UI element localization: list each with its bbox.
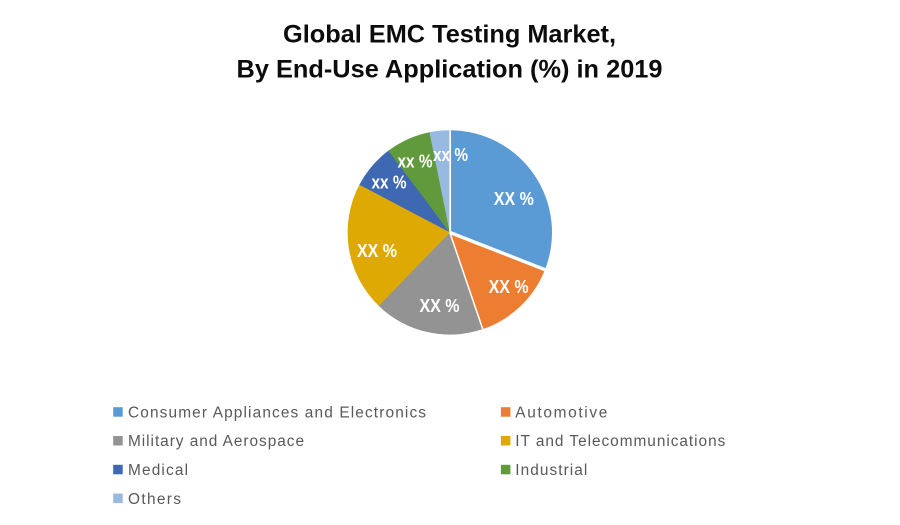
- svg-text:XX %: XX %: [420, 295, 460, 316]
- svg-text:xx %: xx %: [433, 144, 468, 165]
- svg-text:XX %: XX %: [489, 276, 529, 297]
- svg-text:xx %: xx %: [372, 172, 407, 193]
- svg-text:Medical: Medical: [128, 462, 188, 479]
- svg-text:By End-Use Application (%) in: By End-Use Application (%) in 2019: [237, 55, 663, 83]
- svg-text:XX %: XX %: [357, 240, 397, 261]
- svg-text:Consumer Appliances and Electr: Consumer Appliances and Electronics: [128, 404, 426, 421]
- svg-text:IT and Telecommunications: IT and Telecommunications: [515, 433, 725, 450]
- svg-text:XX %: XX %: [494, 188, 534, 209]
- svg-text:Automotive: Automotive: [515, 404, 607, 421]
- svg-text:Military and Aerospace: Military and Aerospace: [128, 433, 304, 450]
- svg-text:Global EMC Testing Market,: Global EMC Testing Market,: [283, 20, 616, 48]
- svg-text:Industrial: Industrial: [515, 462, 587, 479]
- svg-text:xx %: xx %: [398, 151, 433, 172]
- svg-text:Others: Others: [128, 491, 181, 508]
